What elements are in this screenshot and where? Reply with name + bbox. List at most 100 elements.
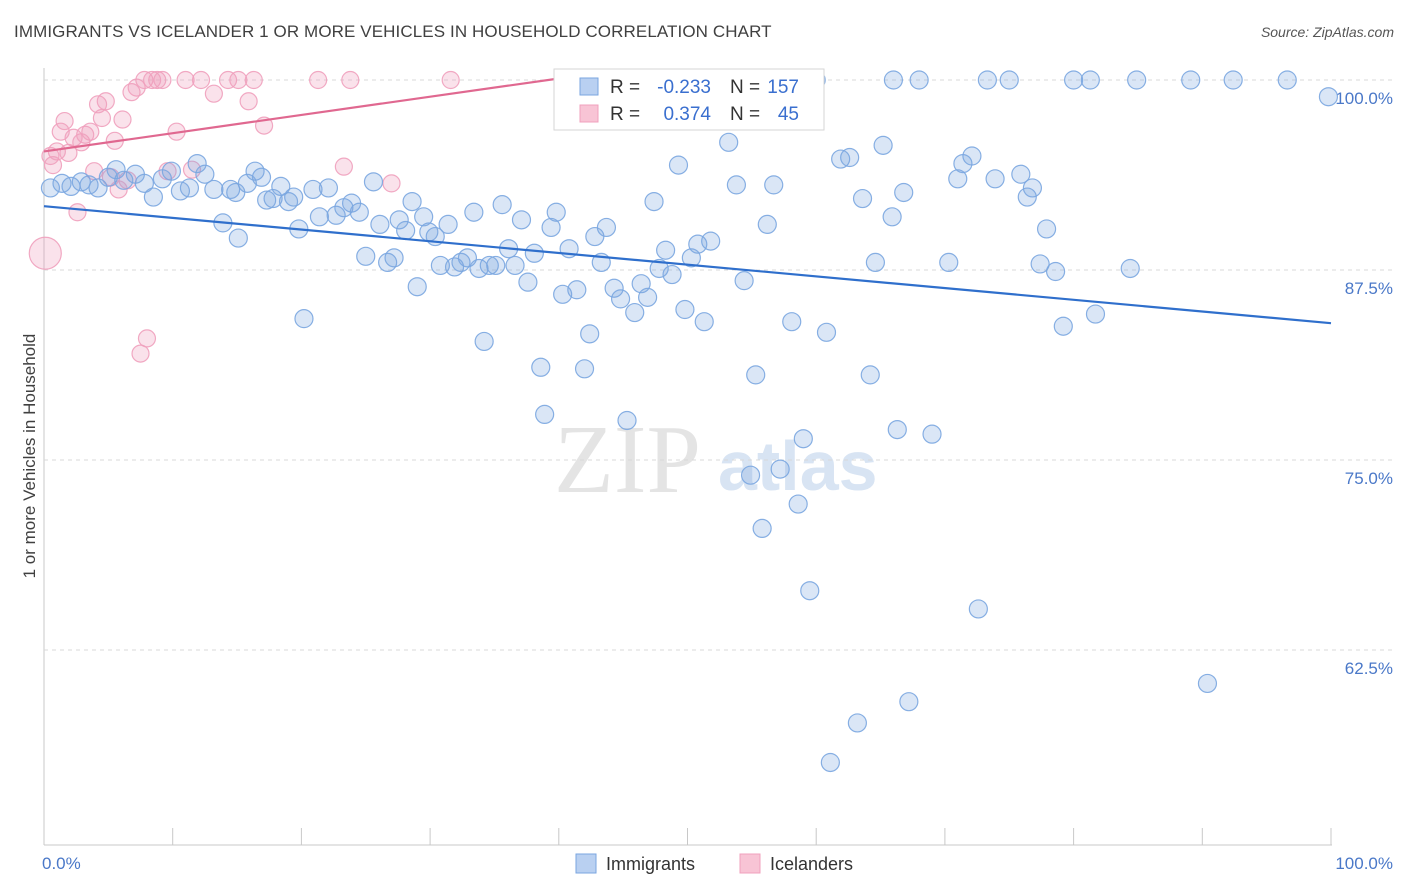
icelanders-point bbox=[43, 156, 63, 175]
y-tick-label: 100.0% bbox=[1335, 89, 1393, 108]
immigrants-point bbox=[596, 217, 617, 238]
icelanders-point bbox=[176, 70, 195, 90]
gridlines bbox=[44, 79, 1392, 651]
immigrants-point bbox=[114, 170, 134, 190]
immigrants-point bbox=[553, 284, 573, 304]
immigrants-point bbox=[1063, 70, 1084, 90]
icelanders-trend-line bbox=[43, 77, 559, 153]
series-immigrants-points bbox=[40, 70, 1339, 773]
immigrants-point bbox=[1277, 70, 1297, 90]
immigrants-point bbox=[1017, 187, 1037, 207]
immigrants-point bbox=[363, 172, 384, 192]
immigrants-point bbox=[430, 255, 450, 276]
immigrants-point bbox=[228, 228, 248, 248]
stats-legend: R = -0.233 N = 157 R = 0.374 N = 45 bbox=[553, 68, 825, 131]
immigrants-point bbox=[251, 167, 272, 187]
icelanders-point bbox=[92, 108, 112, 128]
immigrants-point bbox=[384, 248, 404, 268]
immigrants-point bbox=[840, 147, 860, 168]
immigrants-point bbox=[389, 210, 409, 230]
immigrants-trend-line bbox=[43, 205, 1332, 325]
immigrants-point bbox=[985, 169, 1005, 189]
immigrants-point bbox=[968, 599, 988, 619]
icelanders-point bbox=[127, 78, 146, 97]
immigrants-point bbox=[800, 581, 820, 601]
immigrants-point bbox=[134, 173, 154, 193]
immigrants-point bbox=[719, 132, 739, 152]
immigrants-r-value: -0.233 bbox=[657, 77, 711, 98]
immigrants-point bbox=[464, 202, 484, 222]
y-axis-label: 1 or more Vehicles in Household bbox=[20, 334, 39, 579]
icelanders-point bbox=[148, 70, 167, 90]
immigrants-n-value: 157 bbox=[767, 77, 799, 98]
immigrants-point bbox=[610, 289, 631, 309]
immigrants-point bbox=[1011, 164, 1031, 184]
immigrants-point bbox=[414, 207, 434, 227]
immigrants-point bbox=[143, 187, 163, 207]
immigrants-point bbox=[179, 178, 200, 198]
icelanders-point bbox=[382, 174, 401, 193]
icelanders-r-label: R = bbox=[610, 104, 640, 125]
immigrants-point bbox=[195, 164, 215, 184]
immigrants-point bbox=[638, 287, 658, 307]
icelanders-swatch bbox=[579, 104, 599, 123]
immigrants-point bbox=[746, 365, 766, 385]
immigrants-point bbox=[816, 322, 837, 342]
series-legend: Immigrants Icelanders bbox=[575, 853, 853, 874]
immigrants-point bbox=[1085, 304, 1106, 324]
icelanders-point bbox=[81, 122, 100, 141]
immigrants-point bbox=[303, 179, 323, 200]
immigrants-point bbox=[237, 173, 257, 193]
immigrants-point bbox=[531, 357, 551, 377]
immigrants-n-label: N = bbox=[730, 77, 760, 98]
immigrants-point bbox=[701, 231, 721, 251]
immigrants-point bbox=[887, 420, 907, 440]
immigrants-point bbox=[263, 188, 283, 209]
y-tick-label: 87.5% bbox=[1345, 279, 1393, 298]
immigrants-point bbox=[1030, 254, 1050, 274]
watermark: ZIP atlas bbox=[554, 406, 878, 514]
immigrants-point bbox=[407, 277, 427, 297]
immigrants-point bbox=[883, 70, 904, 90]
immigrants-point bbox=[1036, 219, 1057, 239]
immigrants-point bbox=[617, 410, 637, 431]
immigrants-point bbox=[726, 175, 747, 195]
immigrants-point bbox=[752, 518, 772, 539]
immigrants-point bbox=[882, 207, 902, 227]
chart-title: IMMIGRANTS VS ICELANDER 1 OR MORE VEHICL… bbox=[14, 22, 772, 41]
icelanders-point bbox=[113, 110, 132, 129]
immigrants-point bbox=[474, 331, 494, 352]
immigrants-point bbox=[187, 154, 207, 174]
y-tick-label: 75.0% bbox=[1345, 469, 1393, 488]
icelanders-point bbox=[309, 70, 328, 90]
immigrants-point bbox=[1318, 87, 1339, 107]
legend-immigrants-swatch bbox=[575, 853, 597, 874]
immigrants-point bbox=[271, 176, 291, 196]
immigrants-point bbox=[1197, 673, 1218, 694]
immigrants-point bbox=[668, 155, 689, 175]
immigrants-point bbox=[486, 255, 506, 276]
immigrants-point bbox=[939, 252, 959, 272]
immigrants-point bbox=[977, 70, 997, 90]
icelanders-point bbox=[96, 92, 115, 111]
icelanders-point bbox=[135, 70, 154, 90]
immigrants-point bbox=[1223, 70, 1243, 90]
immigrants-point bbox=[221, 179, 241, 200]
legend-immigrants-label: Immigrants bbox=[606, 854, 695, 874]
immigrants-point bbox=[860, 365, 880, 385]
immigrants-point bbox=[161, 161, 182, 181]
x-ticks bbox=[43, 828, 1332, 845]
icelanders-point bbox=[229, 70, 248, 90]
icelanders-point bbox=[239, 92, 258, 111]
immigrants-point bbox=[326, 205, 346, 225]
icelanders-point bbox=[28, 236, 62, 270]
immigrants-point bbox=[1120, 258, 1140, 279]
icelanders-point bbox=[204, 84, 223, 103]
icelanders-point bbox=[334, 157, 353, 176]
immigrants-point bbox=[284, 187, 304, 207]
immigrants-point bbox=[349, 202, 369, 222]
immigrants-point bbox=[852, 188, 873, 209]
immigrants-point bbox=[734, 271, 754, 291]
immigrants-point bbox=[492, 195, 512, 215]
immigrants-point bbox=[1181, 70, 1201, 90]
